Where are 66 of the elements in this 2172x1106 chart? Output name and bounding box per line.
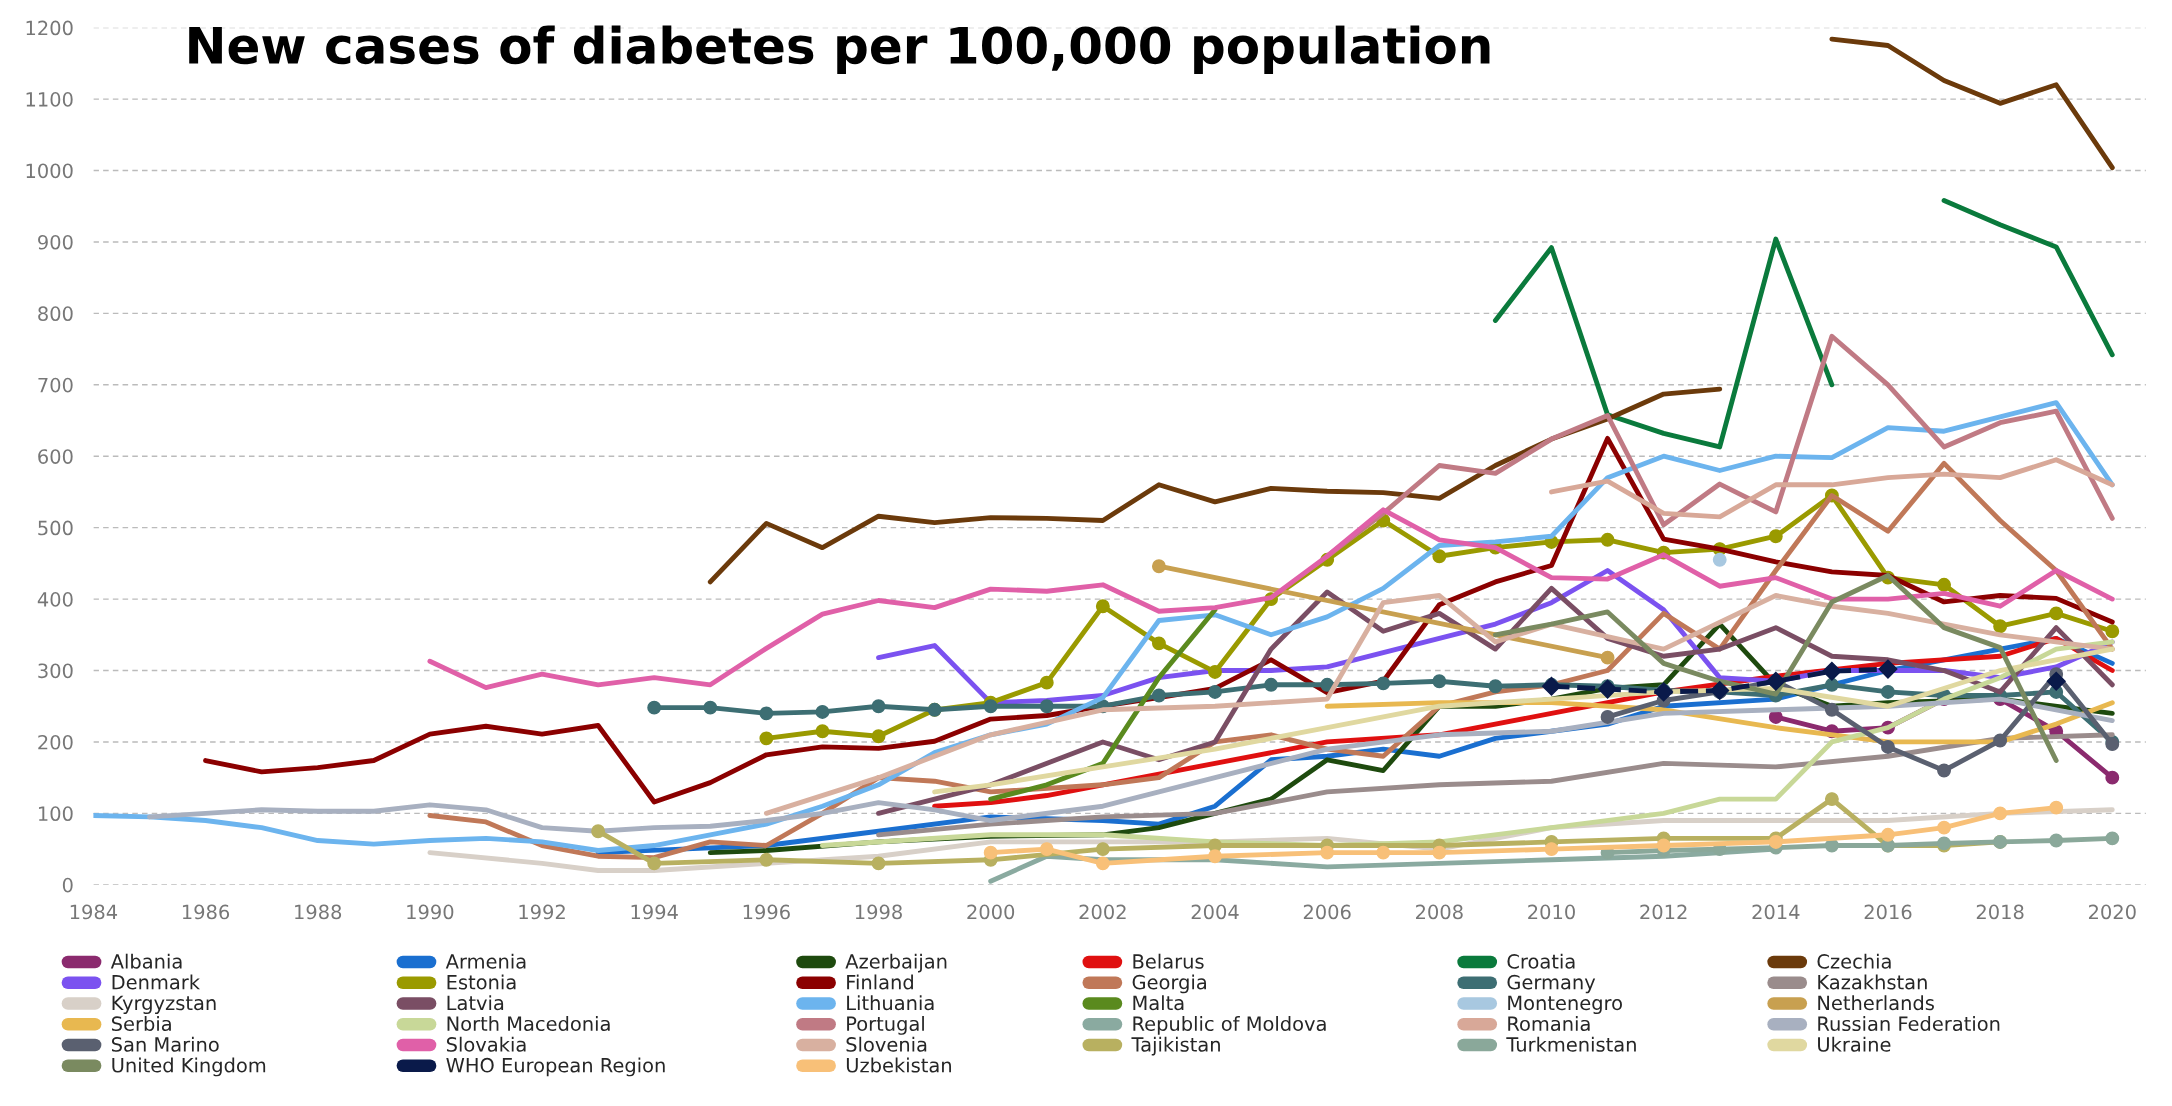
legend-label: Kazakhstan <box>1818 974 1927 990</box>
x-tick-label: 2012 <box>1640 904 1687 920</box>
x-tick-label: 1992 <box>519 904 565 920</box>
y-tick-label: 100 <box>38 806 73 822</box>
y-tick-label: 700 <box>38 377 73 393</box>
y-tick-label: 200 <box>38 734 73 750</box>
x-tick-label: 1984 <box>70 904 118 920</box>
legend-label: Montenegro <box>1508 995 1622 1015</box>
legend-label: United Kingdom <box>112 1057 266 1077</box>
legend-label: Romania <box>1508 1016 1590 1032</box>
y-tick-label: 1200 <box>26 20 73 36</box>
legend-label: Uzbekistan <box>846 1057 951 1073</box>
x-tick-label: 1988 <box>295 904 342 920</box>
legend-label: Netherlands <box>1818 995 1934 1011</box>
x-tick-label: 2020 <box>2088 904 2136 920</box>
legend-label: Estonia <box>447 974 516 990</box>
legend-label: Czechia <box>1817 953 1891 969</box>
y-tick-label: 900 <box>38 234 73 250</box>
x-tick-label: 2004 <box>1191 904 1239 920</box>
legend-label: Denmark <box>112 974 200 990</box>
x-tick-label: 1996 <box>743 904 790 920</box>
legend-label: Belarus <box>1133 953 1204 969</box>
y-tick-label: 600 <box>38 449 73 464</box>
legend-label: Portugal <box>847 1016 924 1035</box>
chart-title: New cases of diabetes per 100,000 population <box>189 25 1490 74</box>
legend-label: North Macedonia <box>447 1016 610 1032</box>
y-tick-label: 1100 <box>26 92 73 107</box>
x-tick-label: 1990 <box>407 904 454 920</box>
y-tick-label: 300 <box>38 663 73 679</box>
legend-label: Croatia <box>1507 953 1575 969</box>
legend-label: Russian Federation <box>1818 1016 2000 1032</box>
x-tick-label: 1994 <box>631 904 678 920</box>
x-tick-label: 2000 <box>967 904 1015 920</box>
legend-label: Armenia <box>445 953 526 969</box>
legend-label: Slovenia <box>846 1036 927 1052</box>
legend-label: Malta <box>1133 995 1184 1011</box>
y-tick-label: 500 <box>38 520 73 536</box>
legend-label: Lithuania <box>847 995 934 1011</box>
legend-label: Georgia <box>1132 974 1206 994</box>
x-tick-label: 2014 <box>1752 904 1800 920</box>
x-tick-label: 2018 <box>1976 904 2024 920</box>
y-tick-label: 400 <box>37 592 73 607</box>
legend-label: Slovakia <box>446 1036 526 1052</box>
legend-label: WHO European Region <box>446 1057 665 1077</box>
x-tick-label: 1986 <box>182 904 230 920</box>
x-tick-label: 2008 <box>1416 904 1463 920</box>
x-tick-label: 2016 <box>1864 904 1912 920</box>
legend-label: Albania <box>110 953 182 969</box>
legend-label: Ukraine <box>1818 1036 1891 1052</box>
y-tick-label: 0 <box>62 877 73 893</box>
y-tick-label: 800 <box>38 306 73 322</box>
x-tick-label: 2010 <box>1528 904 1575 920</box>
legend-label: Latvia <box>447 995 504 1011</box>
legend-label: Finland <box>847 974 913 990</box>
y-tick-label: 1000 <box>26 163 73 179</box>
legend-label: Turkmenistan <box>1506 1036 1636 1052</box>
x-tick-label: 1998 <box>855 904 902 920</box>
legend-label: Kyrgyzstan <box>112 995 216 1015</box>
legend-label: Tajikistan <box>1131 1036 1220 1056</box>
x-tick-label: 2006 <box>1303 904 1351 920</box>
legend-label: Republic of Moldova <box>1133 1016 1326 1035</box>
legend-label: San Marino <box>111 1036 219 1052</box>
x-tick-label: 2002 <box>1079 904 1126 920</box>
legend-label: Azerbaijan <box>845 953 947 973</box>
legend-label: Germany <box>1507 974 1596 994</box>
legend-label: Serbia <box>111 1016 171 1032</box>
